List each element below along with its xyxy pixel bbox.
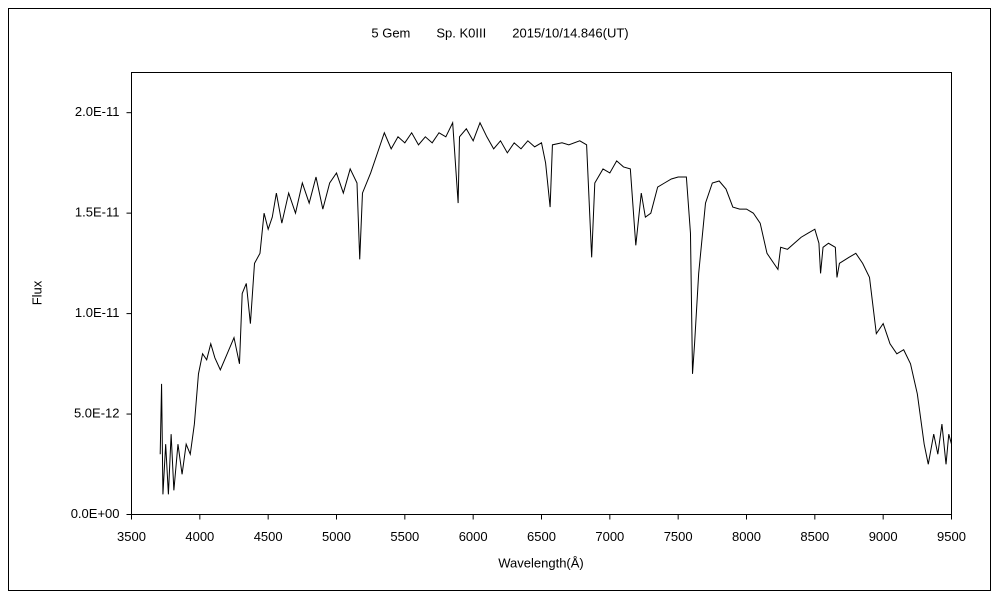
x-tick-label: 7500 <box>664 529 693 544</box>
x-tick-label: 7000 <box>595 529 624 544</box>
x-tick-label: 3500 <box>117 529 146 544</box>
x-tick-label: 4000 <box>185 529 214 544</box>
x-tick-label: 4500 <box>254 529 283 544</box>
x-tick-label: 5500 <box>390 529 419 544</box>
chart-title: 5 Gem Sp. K0III 2015/10/14.846(UT) <box>371 25 628 40</box>
x-tick-label: 8500 <box>800 529 829 544</box>
plot-area <box>131 72 952 515</box>
x-tick-label: 6500 <box>527 529 556 544</box>
y-tick-label: 1.0E-11 <box>75 305 120 320</box>
x-tick-label: 9500 <box>937 529 966 544</box>
y-tick-label: 1.5E-11 <box>75 205 120 220</box>
x-tick-label: 6000 <box>459 529 488 544</box>
x-tick-label: 5000 <box>322 529 351 544</box>
spectrum-line <box>159 120 952 495</box>
y-axis-label: Flux <box>29 280 44 305</box>
y-tick-label: 5.0E-12 <box>74 405 120 420</box>
y-tick-label: 2.0E-11 <box>75 104 120 119</box>
frame <box>8 8 991 591</box>
y-tick-label: 0.0E+00 <box>71 506 120 521</box>
x-axis-label: Wavelength(Å) <box>498 555 584 570</box>
x-tick-label: 9000 <box>869 529 898 544</box>
x-tick-label: 8000 <box>732 529 761 544</box>
